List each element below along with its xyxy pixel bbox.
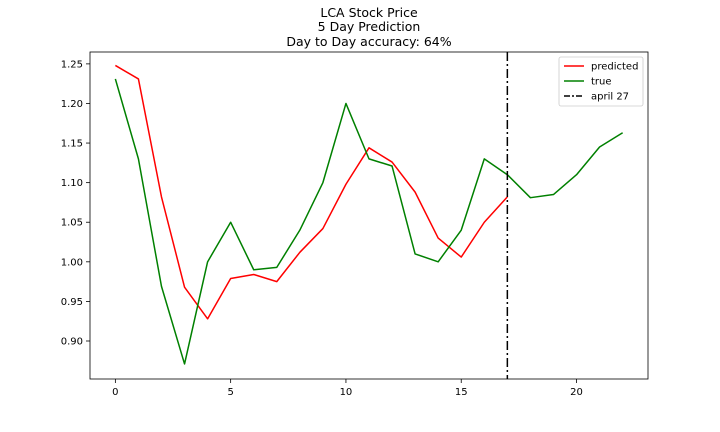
plot-area: [89, 51, 649, 380]
y-tick-label: 1.25: [61, 59, 83, 70]
legend: predicted true april 27: [558, 56, 644, 107]
y-axis: 0.90 0.95 1.00 1.05 1.10 1.15 1.20 1.25: [61, 59, 90, 347]
y-tick-label: 1.20: [61, 99, 83, 110]
series-line-predicted: [114, 64, 508, 320]
x-tick-label: 10: [340, 387, 353, 398]
legend-label-april-27: april 27: [591, 92, 629, 103]
y-tick-label: 0.90: [61, 336, 83, 347]
x-tick-label: 15: [455, 387, 468, 398]
y-tick-label: 1.05: [61, 218, 83, 229]
y-tick-label: 1.10: [61, 178, 83, 189]
title-line-2: 5 Day Prediction: [318, 19, 421, 34]
title-line-3: Day to Day accuracy: 64%: [286, 34, 451, 49]
series-line-true: [114, 78, 624, 365]
legend-label-predicted: predicted: [591, 62, 638, 73]
y-tick-label: 0.95: [61, 297, 83, 308]
x-tick-label: 0: [112, 387, 118, 398]
series-true: [114, 78, 624, 365]
y-tick-label: 1.00: [61, 257, 83, 268]
y-tick-label: 1.15: [61, 139, 83, 150]
x-axis: 0 5 10 15 20: [112, 379, 583, 398]
x-tick-label: 20: [570, 387, 583, 398]
series-predicted: [114, 64, 508, 320]
title-line-1: LCA Stock Price: [320, 5, 418, 20]
legend-box: [558, 56, 644, 107]
legend-label-true: true: [591, 77, 612, 88]
chart-title: LCA Stock Price 5 Day Prediction Day to …: [286, 5, 451, 49]
x-tick-label: 5: [227, 387, 233, 398]
series-layer: [114, 52, 624, 379]
plot-frame: [89, 51, 649, 380]
